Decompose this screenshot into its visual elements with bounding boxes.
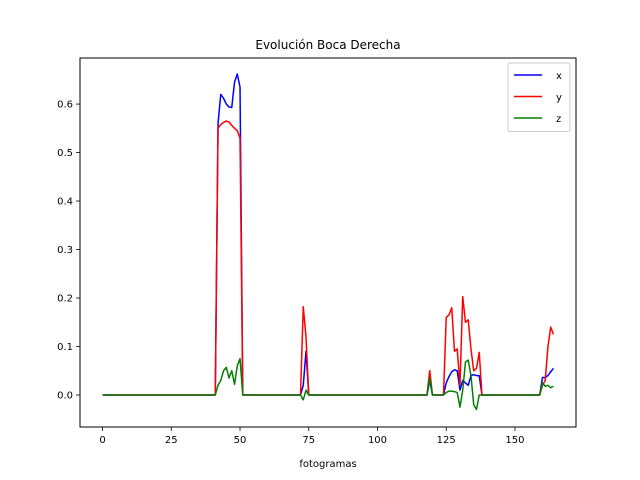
y-tick-label: 0.0 [57,390,73,401]
x-tick-label: 25 [165,435,178,446]
x-tick-label: 100 [368,435,387,446]
series-layer [102,73,555,411]
x-tick-label: 150 [505,435,524,446]
series-line-y [102,120,555,396]
y-tick-label: 0.1 [57,342,73,353]
x-tick-label: 50 [234,435,247,446]
y-tick-label: 0.4 [57,197,73,208]
legend-label-x: x [556,71,562,82]
legend-label-z: z [556,114,561,125]
legend-label-y: y [556,93,562,104]
y-tick-label: 0.6 [57,100,73,111]
series-line-x [102,73,555,396]
y-tick-label: 0.5 [57,148,73,159]
chart-title: Evolución Boca Derecha [255,38,400,52]
x-axis-title: fotogramas [299,459,356,470]
x-tick-label: 125 [437,435,456,446]
y-tick-label: 0.3 [57,245,73,256]
x-tick-label: 0 [99,435,105,446]
y-tick-label: 0.2 [57,294,73,305]
plot-frame [79,57,577,428]
legend: xyz [507,62,571,132]
x-tick-label: 75 [302,435,315,446]
ticks-layer: 0 25 50 75 100 125 150 0.0 0.1 0.2 0.3 0.4 0.5 0.6 [57,100,524,446]
series-line-z [102,357,554,411]
